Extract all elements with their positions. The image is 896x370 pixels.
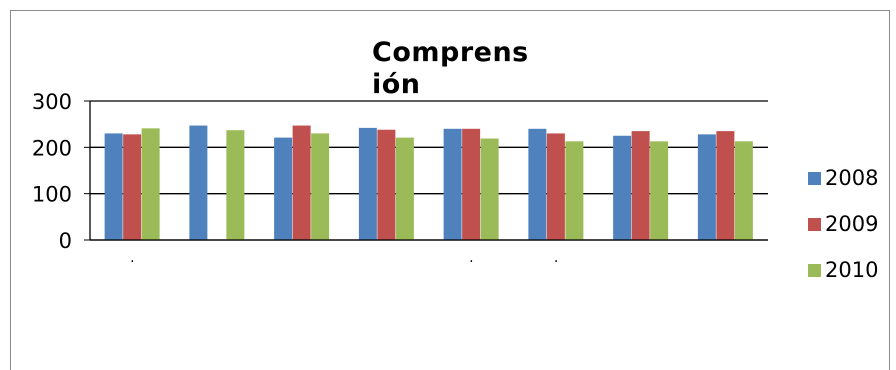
bar-2010-7 [650, 141, 669, 240]
bar-2008-4 [358, 127, 377, 240]
legend-swatch-2008 [808, 171, 821, 185]
bar-2010-1 [141, 128, 160, 240]
bar-2008-6 [528, 128, 547, 240]
bar-2008-1 [104, 133, 123, 240]
bar-2010-2 [226, 130, 245, 240]
bar-2010-6 [565, 141, 584, 240]
bar-2009-6 [546, 133, 565, 240]
x-tick-label-5: . [469, 250, 473, 266]
legend-swatch-2009 [808, 217, 821, 231]
bar-2008-8 [697, 134, 716, 240]
bar-2008-3 [274, 137, 293, 240]
y-tick-label-300: 300 [32, 90, 72, 114]
chart-title: Comprens ión [372, 37, 562, 101]
bar-2009-5 [462, 128, 481, 240]
y-tick-label-100: 100 [32, 183, 72, 207]
bar-2010-8 [734, 141, 753, 240]
chart-title-line-2: ión [372, 69, 421, 100]
bar-2008-5 [443, 128, 462, 240]
bar-2010-3 [311, 133, 330, 240]
bar-2009-3 [292, 125, 311, 240]
legend-swatch-2010 [808, 263, 821, 277]
legend-item-2009: 2009 [808, 212, 878, 236]
bar-2008-2 [189, 125, 208, 240]
bar-2008-7 [613, 135, 632, 240]
legend-label-2009: 2009 [825, 212, 879, 236]
legend-item-2008: 2008 [808, 166, 878, 190]
chart-title-line-1: Comprens [372, 37, 529, 68]
bar-2009-7 [631, 131, 650, 240]
bar-2010-4 [395, 137, 414, 240]
y-tick-label-200: 200 [32, 136, 72, 160]
legend-item-2010: 2010 [808, 258, 878, 282]
bar-2010-5 [480, 138, 499, 240]
x-tick-label-1: . [130, 250, 134, 266]
y-tick-label-0: 0 [59, 229, 72, 253]
legend-label-2008: 2008 [825, 166, 879, 190]
bar-2009-4 [377, 129, 396, 240]
legend-label-2010: 2010 [825, 258, 879, 282]
bar-2009-8 [716, 131, 735, 240]
bar-2009-1 [123, 134, 142, 240]
x-tick-label-6: . [554, 250, 558, 266]
